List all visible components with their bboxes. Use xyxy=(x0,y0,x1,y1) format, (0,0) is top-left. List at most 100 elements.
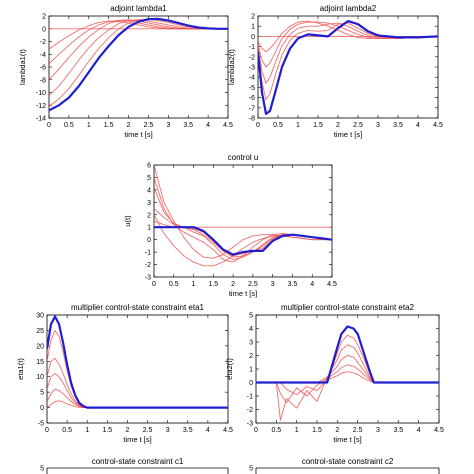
x-axis-label: time t [s] xyxy=(124,130,152,139)
x-tick-label: 4 xyxy=(310,281,314,288)
y-tick-label: 5 xyxy=(147,175,151,182)
y-tick-label: -4 xyxy=(249,75,255,82)
x-tick-label: 4 xyxy=(417,427,421,434)
y-tick-label: 5 xyxy=(249,466,253,473)
y-tick-label: 10 xyxy=(36,374,44,381)
x-tick-label: 3.5 xyxy=(393,122,403,129)
plot-frame xyxy=(257,15,439,119)
chart-lambda1: adjoint lambda1 0 0.5 1 1.5 2 2.5 3 3.5 4 4.5 -14 -1… xyxy=(18,4,233,139)
x-tick-label: 0.5 xyxy=(271,427,281,434)
x-tick-label: 4.5 xyxy=(434,427,444,434)
x-tick-label: 4 xyxy=(416,122,420,129)
x-tick-label: 2.5 xyxy=(144,122,154,129)
series-line-final xyxy=(258,20,438,116)
chart-eta1: multiplier control-state constraint eta1… xyxy=(16,303,233,444)
x-tick-label: 3.5 xyxy=(288,281,298,288)
series-line-final xyxy=(47,315,228,409)
y-tick-label: -2 xyxy=(40,39,46,46)
chart-title: multiplier control-state constraint eta1 xyxy=(71,303,205,312)
chart-title: control-state constraint c1 xyxy=(92,457,184,466)
x-tick-label: 1.5 xyxy=(102,427,112,434)
series-line-iteration xyxy=(256,344,439,383)
y-tick-label: 2 xyxy=(42,14,46,21)
x-tick-label: 2.5 xyxy=(143,427,153,434)
chart-title: control u xyxy=(228,153,259,162)
series-line-iteration xyxy=(49,19,228,97)
y-tick-label: -2 xyxy=(145,262,151,269)
chart-title: adjoint lambda1 xyxy=(110,4,167,13)
x-tick-label: 4.5 xyxy=(433,122,443,129)
y-tick-label: -1 xyxy=(249,44,255,51)
x-tick-label: 4.5 xyxy=(327,281,337,288)
x-tick-label: 4 xyxy=(206,122,210,129)
y-tick-label: 15 xyxy=(36,359,44,366)
y-tick-label: 1 xyxy=(251,24,255,31)
y-tick-label: 1 xyxy=(147,225,151,232)
x-tick-label: 3 xyxy=(166,427,170,434)
y-tick-label: -12 xyxy=(36,103,46,110)
y-tick-label: -6 xyxy=(249,95,255,102)
series-line-iteration xyxy=(47,329,228,409)
series-line-iteration xyxy=(49,20,228,50)
y-tick-label: 5 xyxy=(40,390,44,397)
x-tick-label: 3 xyxy=(376,122,380,129)
y-tick-label: -8 xyxy=(249,116,255,123)
x-tick-label: 0.5 xyxy=(169,281,179,288)
x-tick-label: 0 xyxy=(254,427,258,434)
y-tick-label: -5 xyxy=(38,421,44,428)
y-axis-label: lambda2(t) xyxy=(227,49,236,85)
y-tick-label: -3 xyxy=(249,65,255,72)
chart-title: adjoint lambda2 xyxy=(320,4,377,13)
x-axis-label: time t [s] xyxy=(229,289,257,298)
x-tick-label: 3 xyxy=(376,427,380,434)
y-tick-label: -6 xyxy=(40,65,46,72)
y-tick-label: -1 xyxy=(247,394,253,401)
x-tick-label: 2 xyxy=(231,281,235,288)
x-tick-label: 1 xyxy=(85,427,89,434)
y-tick-label: -8 xyxy=(40,77,46,84)
y-tick-label: 0 xyxy=(40,405,44,412)
x-tick-label: 3.5 xyxy=(183,122,193,129)
x-tick-label: 2.5 xyxy=(353,122,363,129)
y-tick-label: -1 xyxy=(145,250,151,257)
x-tick-label: 4.5 xyxy=(223,427,233,434)
y-tick-label: 6 xyxy=(147,163,151,170)
series-line-iteration xyxy=(258,22,438,84)
x-tick-label: 1 xyxy=(296,122,300,129)
y-tick-label: -5 xyxy=(249,85,255,92)
x-tick-label: 1.5 xyxy=(313,122,323,129)
y-axis-label: eta1(t) xyxy=(16,358,25,380)
plot-frame xyxy=(46,314,229,424)
x-tick-label: 3 xyxy=(271,281,275,288)
x-tick-label: 0.5 xyxy=(64,122,74,129)
series-line-iteration xyxy=(256,334,439,383)
y-tick-label: 2 xyxy=(147,212,151,219)
x-tick-label: 1.5 xyxy=(312,427,322,434)
y-tick-label: 20 xyxy=(36,343,44,350)
y-axis-label: eta2(t) xyxy=(225,358,234,380)
y-tick-label: -7 xyxy=(249,105,255,112)
partial-panel-c1: control-state constraint c1 5 xyxy=(40,457,229,474)
x-tick-label: 2.5 xyxy=(353,427,363,434)
series-line-iteration xyxy=(47,357,228,409)
x-axis-label: time t [s] xyxy=(333,435,361,444)
chart-lambda2: adjoint lambda2 0 0.5 1 1.5 2 2.5 3 3.5 4 4.5 -8 -7 -… xyxy=(227,4,443,139)
y-axis-label: u(t) xyxy=(123,215,132,227)
x-tick-label: 3.5 xyxy=(393,427,403,434)
x-tick-label: 4 xyxy=(206,427,210,434)
y-tick-label: 0 xyxy=(42,26,46,33)
x-tick-label: 2 xyxy=(335,427,339,434)
y-tick-label: 30 xyxy=(36,313,44,320)
y-tick-label: 3 xyxy=(147,200,151,207)
x-tick-label: 2.5 xyxy=(248,281,258,288)
chart-title: control-state constraint c2 xyxy=(302,457,394,466)
y-axis-label: lambda1(t) xyxy=(18,49,27,85)
y-tick-label: 1 xyxy=(249,367,253,374)
plot-frame xyxy=(255,314,440,424)
x-tick-label: 0 xyxy=(152,281,156,288)
x-tick-label: 0 xyxy=(45,427,49,434)
y-tick-label: -3 xyxy=(145,275,151,282)
series-line-iteration xyxy=(256,364,439,404)
plot-frame xyxy=(153,164,333,278)
